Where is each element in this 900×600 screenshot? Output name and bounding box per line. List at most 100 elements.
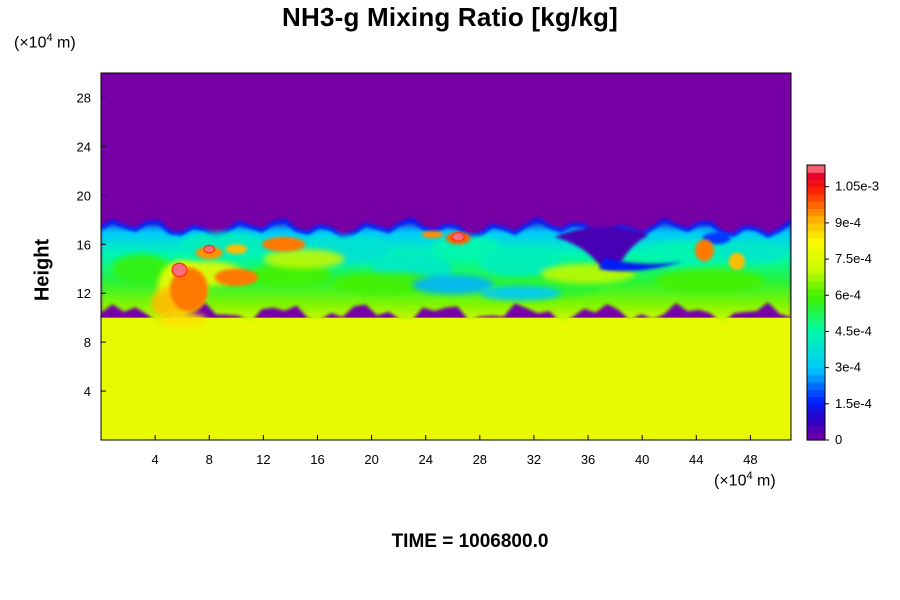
- colorbar-segment: [807, 237, 825, 246]
- y-tick-label: 24: [77, 139, 91, 154]
- field-hotspot: [421, 230, 444, 239]
- x-tick-label: 40: [635, 452, 649, 467]
- field-blob: [479, 247, 561, 278]
- field-blob: [249, 262, 331, 288]
- x-tick-label: 12: [256, 452, 270, 467]
- colorbar-segment: [807, 360, 825, 369]
- colorbar-segment: [807, 396, 825, 405]
- colorbar-tick-label: 9e-4: [835, 215, 861, 230]
- colorbar-tick-label: 3e-4: [835, 360, 861, 375]
- colorbar-segment: [807, 367, 825, 376]
- x-tick-label: 20: [364, 452, 378, 467]
- x-tick-label: 28: [473, 452, 487, 467]
- colorbar-segment: [807, 288, 825, 296]
- colorbar-tick-label: 1.05e-3: [835, 179, 879, 194]
- colorbar-segment: [807, 165, 825, 173]
- colorbar-segment: [807, 403, 825, 412]
- colorbar-tick-label: 6e-4: [835, 287, 861, 302]
- colorbar-segment: [807, 280, 825, 289]
- colorbar-tick-label: 0: [835, 432, 842, 447]
- heatmap-field: [101, 73, 791, 440]
- time-label: TIME = 1006800.0: [391, 531, 549, 552]
- field-blob: [111, 254, 172, 284]
- x-tick-label: 8: [206, 452, 213, 467]
- colorbar-segment: [807, 302, 825, 311]
- colorbar-segment: [807, 172, 825, 181]
- colorbar-segment: [807, 418, 825, 427]
- colorbar-segment: [807, 382, 825, 390]
- colorbar-tick-label: 4.5e-4: [835, 323, 872, 338]
- y-axis: 4 8 12 16 20 24 28: [77, 90, 106, 399]
- y-tick-label: 16: [77, 237, 91, 252]
- colorbar-segment: [807, 324, 825, 333]
- field-intrusion: [554, 226, 649, 269]
- field-peak: [171, 262, 188, 278]
- field-blob: [331, 272, 440, 295]
- x-tick-label: 24: [418, 452, 432, 467]
- colorbar-segment: [807, 186, 825, 195]
- field-hotspot: [170, 267, 208, 312]
- field-hotspot: [225, 244, 248, 255]
- field-blob: [716, 241, 785, 264]
- plot-frame: [100, 72, 792, 441]
- colorbar-segment: [807, 208, 825, 217]
- y-tick-label: 12: [77, 286, 91, 301]
- colorbar-segment: [807, 309, 825, 318]
- colorbar-segment: [807, 273, 825, 282]
- colorbar-segment: [807, 295, 825, 304]
- y-tick-label: 28: [77, 90, 91, 105]
- colorbar-segment: [807, 432, 825, 441]
- colorbar-segment: [807, 411, 825, 419]
- colorbar: 0 1.5e-4 3e-4 4.5e-4 6e-4 7.5e-4 9e-4 1.05e-3: [806, 164, 879, 447]
- field-blob: [479, 285, 561, 301]
- colorbar-segment: [807, 215, 825, 224]
- colorbar-segment: [807, 345, 825, 354]
- colorbar-segment: [807, 266, 825, 275]
- colorbar-segment: [807, 201, 825, 210]
- x-tick-label: 4: [152, 452, 159, 467]
- y-tick-label: 20: [77, 188, 91, 203]
- x-axis-unit: (×104 m): [714, 470, 776, 490]
- colorbar-segment: [807, 389, 825, 398]
- field-hotspot: [694, 239, 714, 262]
- field-intrusion: [598, 257, 683, 272]
- x-tick-label: 44: [689, 452, 703, 467]
- colorbar-segment: [807, 244, 825, 253]
- colorbar-segment: [807, 353, 825, 361]
- colorbar-segment: [807, 193, 825, 202]
- field-peak: [203, 244, 216, 254]
- colorbar-segment: [807, 425, 825, 434]
- y-tick-label: 8: [84, 335, 91, 350]
- colorbar-segment: [807, 316, 825, 325]
- y-tick-label: 4: [84, 384, 91, 399]
- field-blob: [157, 312, 207, 328]
- colorbar-frame: [806, 164, 826, 441]
- colorbar-segment: [807, 251, 825, 260]
- chart-title: NH3-g Mixing Ratio [kg/kg]: [282, 2, 618, 32]
- y-axis-unit: (×104 m): [14, 32, 76, 52]
- field-blob: [412, 274, 494, 295]
- field-blob: [655, 268, 764, 294]
- x-tick-label: 36: [581, 452, 595, 467]
- colorbar-segment: [807, 374, 825, 383]
- x-tick-label: 48: [743, 452, 757, 467]
- colorbar-segment: [807, 259, 825, 267]
- field-blob: [179, 232, 267, 257]
- x-axis: 4 8 12 16 20 24 28 32 36 40 44 48: [152, 435, 758, 467]
- colorbar-segment: [807, 222, 825, 231]
- x-tick-label: 16: [310, 452, 324, 467]
- field-hotspot: [262, 236, 306, 252]
- colorbar-tick-label: 7.5e-4: [835, 251, 872, 266]
- field-hotspot: [214, 268, 258, 286]
- field-hotspot: [728, 252, 745, 270]
- colorbar-segment: [807, 331, 825, 340]
- colorbar-tick-label: 1.5e-4: [835, 396, 872, 411]
- field-peak: [451, 232, 465, 242]
- lower-layer: [101, 317, 791, 440]
- colorbar-segment: [807, 179, 825, 188]
- x-tick-label: 32: [527, 452, 541, 467]
- colorbar-segment: [807, 230, 825, 238]
- field-blob: [263, 249, 345, 269]
- field-blob: [702, 232, 731, 245]
